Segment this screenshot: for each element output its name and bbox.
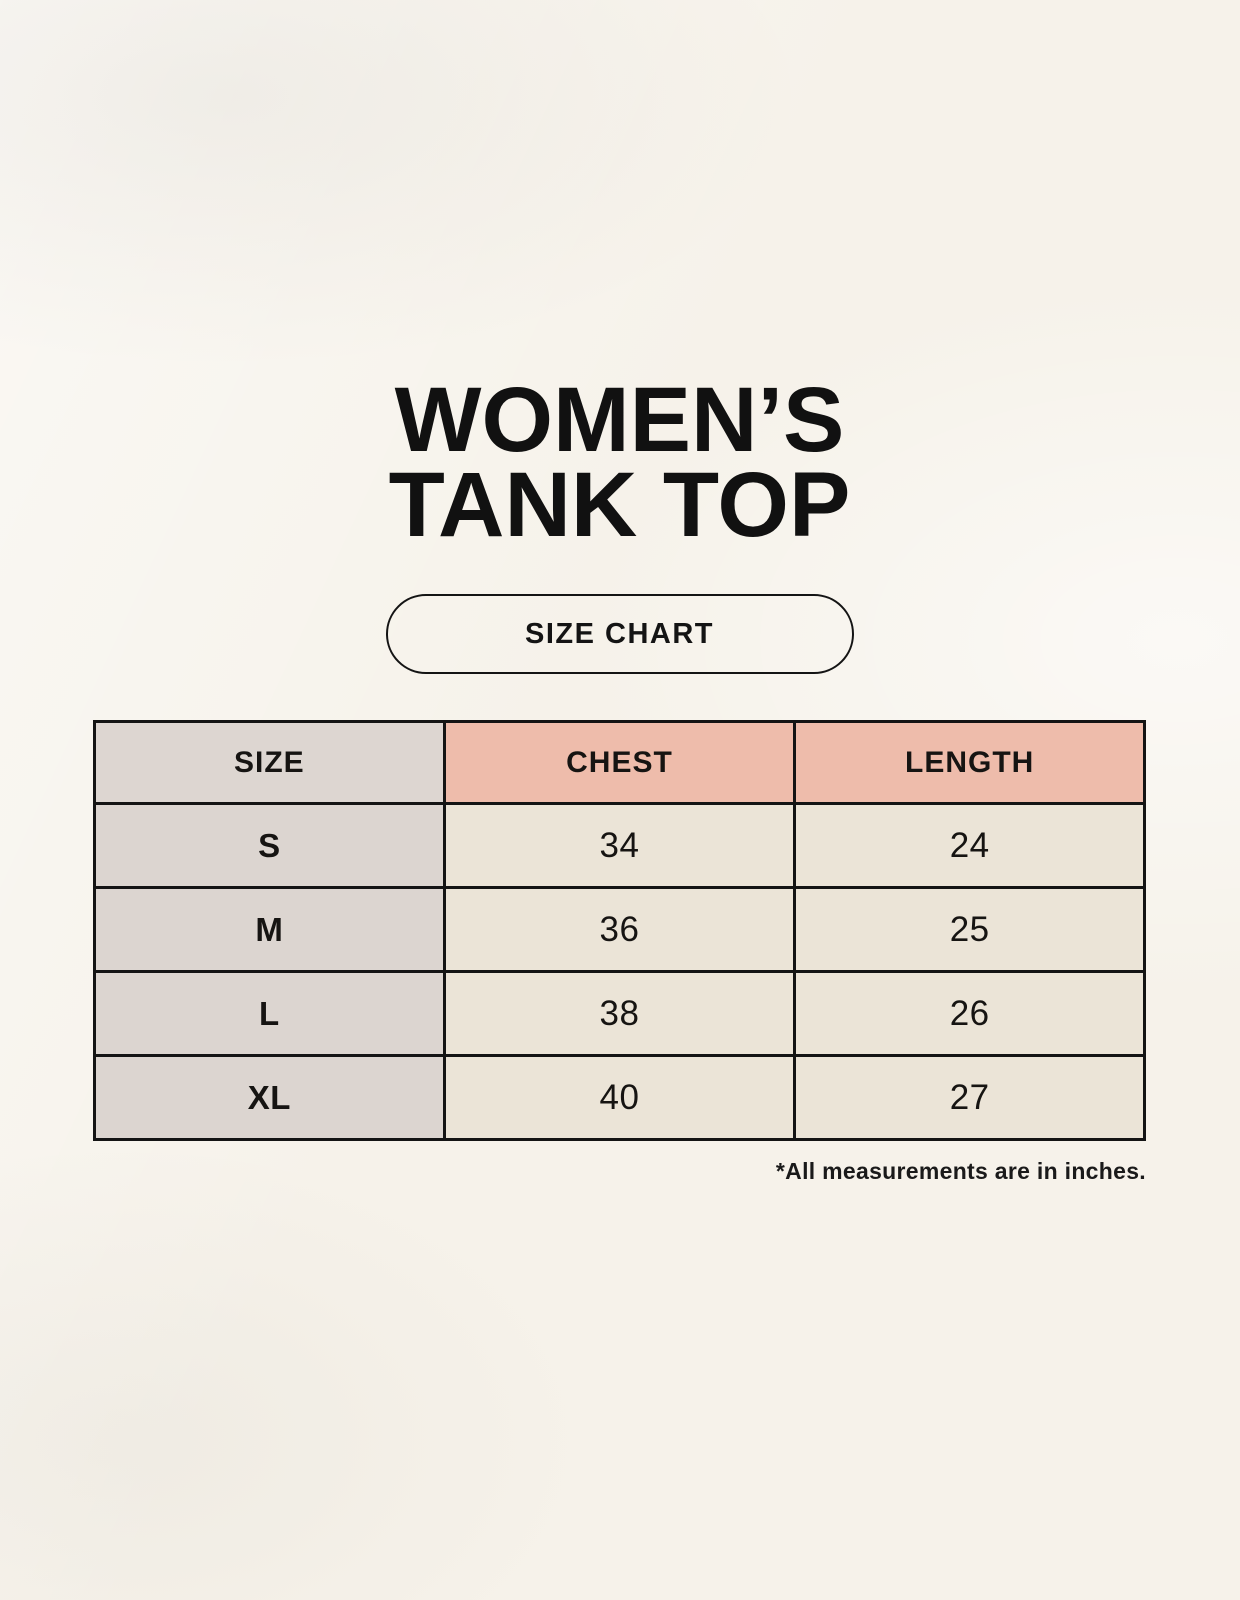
size-label-l: L: [93, 970, 446, 1057]
table-row: L 38 26: [93, 970, 1146, 1057]
page-title-line1: WOMEN’S: [394, 369, 845, 471]
page-title-line2: TANK TOP: [388, 454, 851, 556]
table-row: M 36 25: [93, 886, 1146, 973]
table-row: XL 40 27: [93, 1054, 1146, 1141]
column-header-length: LENGTH: [793, 720, 1146, 805]
size-label-m: M: [93, 886, 446, 973]
table-header-row: SIZE CHEST LENGTH: [93, 720, 1146, 805]
size-chart-button[interactable]: SIZE CHART: [385, 594, 854, 674]
chest-value-xl: 40: [442, 1054, 797, 1141]
column-header-size: SIZE: [93, 720, 446, 805]
length-value-s: 24: [793, 802, 1146, 889]
size-chart-table: SIZE CHEST LENGTH S 34 24 M 36 25 L 38 2…: [93, 720, 1146, 1141]
length-value-l: 26: [793, 970, 1146, 1057]
measurements-footnote: *All measurements are in inches.: [775, 1158, 1146, 1184]
chest-value-s: 34: [442, 802, 797, 889]
column-header-chest: CHEST: [442, 720, 797, 805]
size-label-xl: XL: [93, 1054, 446, 1141]
table-row: S 34 24: [93, 802, 1146, 889]
page-content: WOMEN’S TANK TOP SIZE CHART SIZE CHEST L…: [93, 0, 1146, 1185]
length-value-xl: 27: [793, 1054, 1146, 1141]
size-label-s: S: [93, 802, 446, 889]
chest-value-m: 36: [442, 886, 797, 973]
chest-value-l: 38: [442, 970, 797, 1057]
length-value-m: 25: [793, 886, 1146, 973]
page-title: WOMEN’S TANK TOP: [93, 369, 1146, 556]
